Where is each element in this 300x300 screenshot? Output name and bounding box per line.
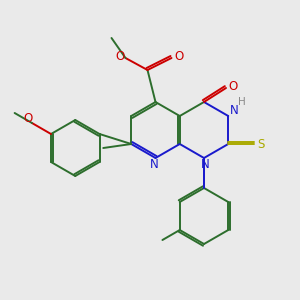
Text: O: O bbox=[115, 50, 124, 64]
Text: N: N bbox=[150, 158, 159, 170]
Text: O: O bbox=[23, 112, 33, 124]
Text: N: N bbox=[201, 158, 209, 170]
Text: O: O bbox=[174, 50, 183, 64]
Text: S: S bbox=[258, 137, 265, 151]
Text: H: H bbox=[238, 97, 246, 107]
Text: O: O bbox=[228, 80, 238, 92]
Text: N: N bbox=[230, 103, 239, 116]
